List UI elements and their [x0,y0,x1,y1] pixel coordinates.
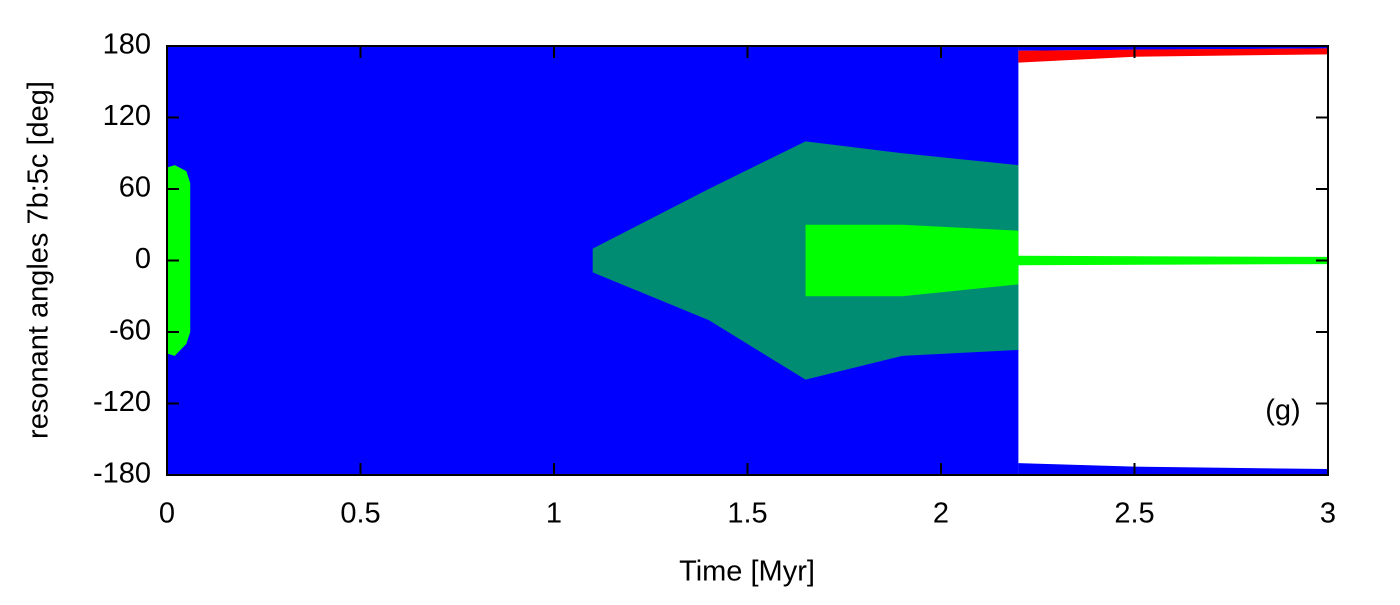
y-axis-label: resonant angles 7b:5c [deg] [23,81,55,439]
x-tick-label: 1.5 [727,498,767,530]
y-tick-label: 0 [135,243,151,275]
annotation: (g) [1265,395,1300,427]
y-tick-label: 60 [119,172,151,204]
y-tick-label: -120 [93,386,151,418]
data-band [1018,255,1328,266]
x-axis-label: Time [Myr] [679,556,815,588]
y-tick-label: -180 [93,458,151,490]
x-tick-label: 0.5 [340,498,380,530]
y-tick-label: 180 [103,29,151,61]
data-band [1018,48,1328,63]
data-band [1018,46,1328,51]
y-tick-label: -60 [109,315,151,347]
x-tick-label: 3 [1320,498,1336,530]
data-band [805,224,1019,297]
x-tick-label: 0 [159,498,175,530]
y-tick-label: 120 [103,100,151,132]
x-tick-label: 2.5 [1114,498,1154,530]
data-band [1018,463,1328,475]
x-tick-label: 2 [933,498,949,530]
x-tick-label: 1 [546,498,562,530]
